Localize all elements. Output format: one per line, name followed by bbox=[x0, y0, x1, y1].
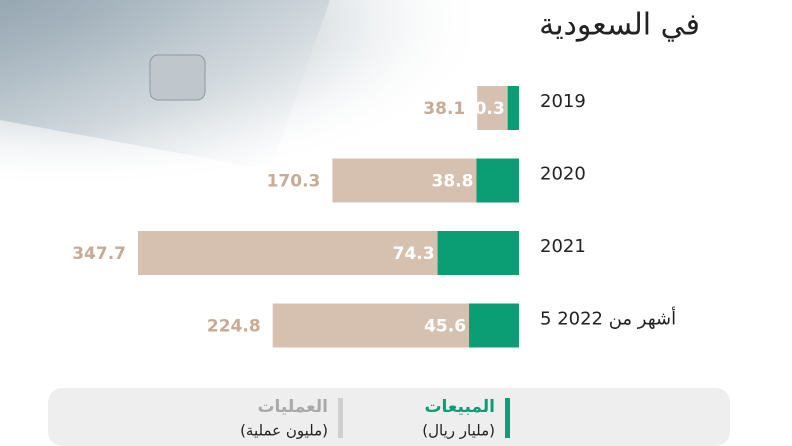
legend-swatch bbox=[505, 398, 510, 438]
legend: المبيعات (مليار ريال) العمليات (مليون عم… bbox=[48, 388, 730, 446]
bar bbox=[507, 86, 519, 130]
legend-swatch bbox=[338, 398, 343, 438]
value-label: 74.3 bbox=[393, 244, 435, 264]
category-label: 2021 bbox=[540, 236, 586, 257]
legend-unit: (مليار ريال) bbox=[422, 422, 495, 440]
bar bbox=[437, 231, 519, 275]
value-label: 347.7 bbox=[72, 244, 126, 264]
bar bbox=[476, 158, 519, 203]
bar bbox=[469, 303, 519, 348]
card-photo bbox=[0, 0, 470, 190]
value-label: 224.8 bbox=[207, 317, 261, 337]
value-label: 10.3 bbox=[463, 99, 505, 119]
legend-label: العمليات bbox=[257, 397, 328, 417]
value-label: 170.3 bbox=[267, 172, 321, 192]
value-label: 45.6 bbox=[424, 317, 466, 337]
value-label: 38.1 bbox=[423, 99, 465, 119]
chart-title: في السعودية bbox=[539, 8, 700, 43]
legend-box bbox=[48, 388, 730, 446]
category-label: 5 أشهر من 2022 bbox=[540, 307, 676, 330]
category-label: 2020 bbox=[540, 164, 586, 185]
legend-label: المبيعات bbox=[424, 397, 495, 417]
value-label: 38.8 bbox=[432, 172, 474, 192]
legend-unit: (مليون عملية) bbox=[240, 422, 328, 440]
category-label: 2019 bbox=[540, 91, 586, 112]
